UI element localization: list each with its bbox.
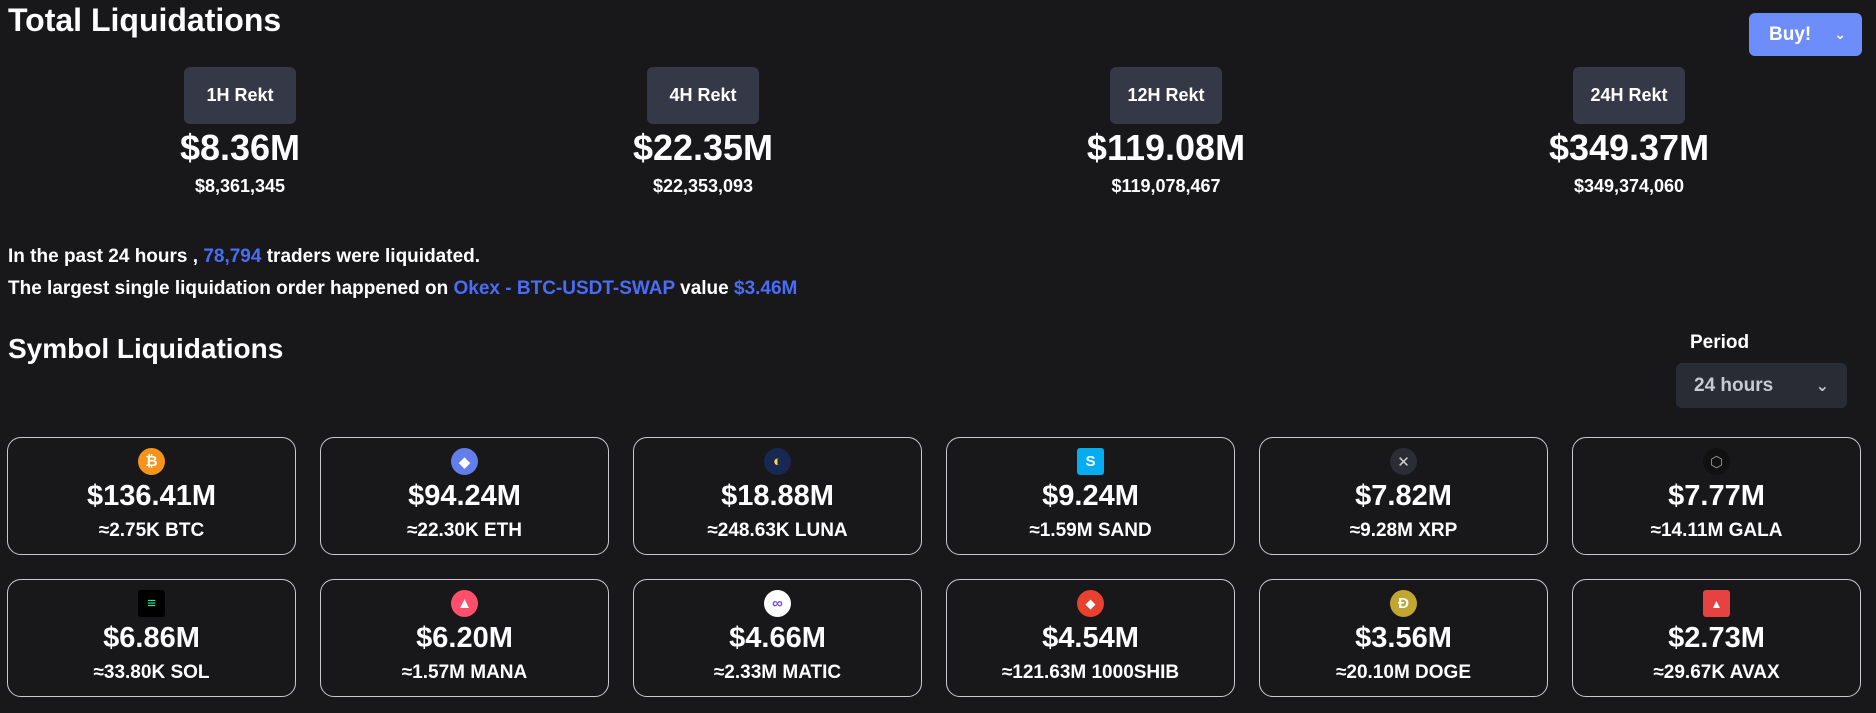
period-select[interactable]: 24 hours ⌄ (1676, 363, 1847, 408)
rekt-amount: $8.36M (179, 127, 301, 168)
rekt-1h: 1H Rekt $8.36M $8,361,345 (120, 67, 360, 197)
chevron-down-icon: ⌄ (1834, 26, 1846, 42)
summary-text: In the past 24 hours , (8, 246, 199, 267)
symbol-card-gala[interactable]: ⬡ $7.77M ≈14.11M GALA (1572, 437, 1861, 555)
symbol-liquidation-amount: ≈2.75K BTC (98, 520, 205, 541)
gala-icon: ⬡ (1703, 448, 1730, 475)
rekt-exact-amount: $8,361,345 (194, 176, 286, 196)
section-title: Symbol Liquidations (8, 333, 284, 364)
symbol-liquidation-amount: ≈248.63K LUNA (707, 520, 848, 541)
symbol-card-doge[interactable]: Ð $3.56M ≈20.10M DOGE (1259, 579, 1548, 697)
page-title: Total Liquidations (8, 2, 282, 38)
symbol-card-xrp[interactable]: ✕ $7.82M ≈9.28M XRP (1259, 437, 1548, 555)
summary-text: value (680, 278, 729, 299)
symbol-liquidation-amount: ≈20.10M DOGE (1335, 662, 1472, 683)
matic-icon: ∞ (764, 590, 791, 617)
symbol-liquidation-value: $4.66M (729, 622, 826, 654)
symbol-liquidation-value: $6.86M (103, 622, 200, 654)
symbol-liquidation-value: $18.88M (721, 480, 834, 512)
symbol-liquidation-amount: ≈22.30K ETH (407, 520, 522, 541)
symbol-card-avax[interactable]: ▲ $2.73M ≈29.67K AVAX (1572, 579, 1861, 697)
rekt-badge[interactable]: 12H Rekt (1110, 67, 1222, 124)
symbol-card-mana[interactable]: ▲ $6.20M ≈1.57M MANA (320, 579, 609, 697)
largest-order-value: $3.46M (734, 278, 798, 299)
summary-text: The largest single liquidation order hap… (8, 278, 449, 299)
symbol-liquidation-amount: ≈121.63M 1000SHIB (1001, 662, 1180, 683)
shib-icon: ◆ (1077, 590, 1104, 617)
symbol-card-shib[interactable]: ◆ $4.54M ≈121.63M 1000SHIB (946, 579, 1235, 697)
rekt-exact-amount: $22,353,093 (652, 176, 754, 196)
symbol-liquidation-value: $7.77M (1668, 480, 1765, 512)
symbol-liquidation-amount: ≈2.33M MATIC (713, 662, 842, 683)
rekt-12h: 12H Rekt $119.08M $119,078,467 (1046, 67, 1286, 197)
period-label: Period (1690, 332, 1750, 353)
symbol-card-sol[interactable]: ≡ $6.86M ≈33.80K SOL (7, 579, 296, 697)
summary-line-largest-order: The largest single liquidation order hap… (8, 273, 797, 305)
symbol-card-matic[interactable]: ∞ $4.66M ≈2.33M MATIC (633, 579, 922, 697)
rekt-4h: 4H Rekt $22.35M $22,353,093 (583, 67, 823, 197)
symbol-liquidation-value: $136.41M (87, 480, 216, 512)
chevron-down-icon: ⌄ (1815, 377, 1829, 395)
luna-icon: ◐ (764, 448, 791, 475)
symbol-liquidation-value: $9.24M (1042, 480, 1139, 512)
rekt-amount: $22.35M (632, 127, 774, 168)
sand-icon: S (1077, 448, 1104, 475)
rekt-24h: 24H Rekt $349.37M $349,374,060 (1509, 67, 1749, 197)
symbol-liquidation-amount: ≈1.57M MANA (401, 662, 528, 683)
symbol-liquidation-value: $7.82M (1355, 480, 1452, 512)
symbol-liquidation-value: $3.56M (1355, 622, 1452, 654)
symbol-liquidation-value: $4.54M (1042, 622, 1139, 654)
symbol-card-btc[interactable]: ₿ $136.41M ≈2.75K BTC (7, 437, 296, 555)
period-selected-value: 24 hours (1694, 374, 1774, 396)
doge-icon: Ð (1390, 590, 1417, 617)
rekt-badge[interactable]: 4H Rekt (647, 67, 759, 124)
mana-icon: ▲ (451, 590, 478, 617)
rekt-exact-amount: $349,374,060 (1573, 176, 1685, 196)
symbol-liquidation-value: $6.20M (416, 622, 513, 654)
symbol-card-eth[interactable]: ◆ $94.24M ≈22.30K ETH (320, 437, 609, 555)
traders-count: 78,794 (203, 246, 262, 267)
avax-icon: ▲ (1703, 590, 1730, 617)
symbol-liquidation-amount: ≈29.67K AVAX (1653, 662, 1780, 683)
summary-text: traders were liquidated. (266, 246, 481, 267)
symbol-liquidation-amount: ≈9.28M XRP (1349, 520, 1458, 541)
solana-icon: ≡ (138, 590, 165, 617)
symbol-liquidation-amount: ≈1.59M SAND (1029, 520, 1152, 541)
rekt-badge[interactable]: 24H Rekt (1573, 67, 1685, 124)
rekt-badge[interactable]: 1H Rekt (184, 67, 296, 124)
symbol-liquidation-amount: ≈14.11M GALA (1650, 520, 1783, 541)
bitcoin-icon: ₿ (138, 448, 165, 475)
buy-button[interactable]: Buy! ⌄ (1749, 13, 1862, 56)
symbol-card-luna[interactable]: ◐ $18.88M ≈248.63K LUNA (633, 437, 922, 555)
rekt-amount: $119.08M (1086, 127, 1246, 168)
rekt-amount: $349.37M (1548, 127, 1710, 168)
symbol-card-sand[interactable]: S $9.24M ≈1.59M SAND (946, 437, 1235, 555)
symbol-liquidation-value: $2.73M (1668, 622, 1765, 654)
xrp-icon: ✕ (1390, 448, 1417, 475)
summary-line-traders: In the past 24 hours , 78,794 traders we… (8, 241, 797, 273)
liquidation-summary: In the past 24 hours , 78,794 traders we… (8, 241, 797, 305)
symbol-liquidation-amount: ≈33.80K SOL (93, 662, 210, 683)
symbol-liquidation-value: $94.24M (408, 480, 521, 512)
buy-button-label: Buy! (1769, 23, 1812, 45)
ethereum-icon: ◆ (451, 448, 478, 475)
rekt-exact-amount: $119,078,467 (1111, 176, 1221, 196)
exchange-pair-link[interactable]: Okex - BTC-USDT-SWAP (453, 278, 675, 299)
